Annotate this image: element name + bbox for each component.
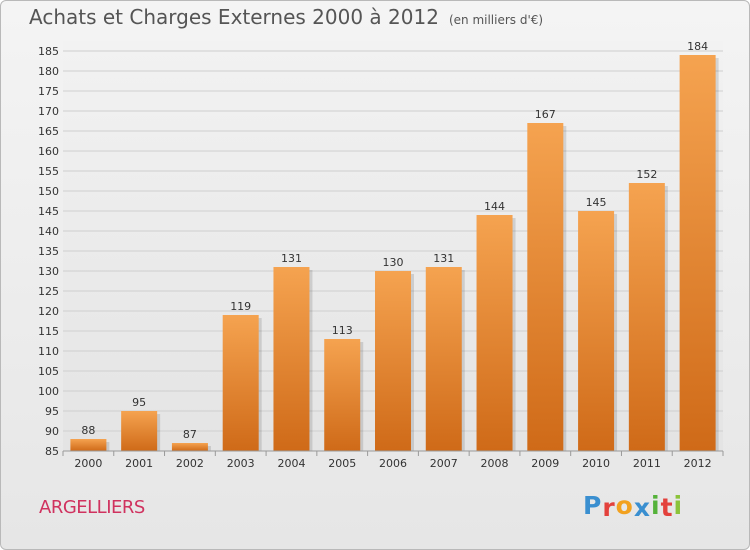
y-tick-label: 110	[38, 345, 59, 358]
y-tick-label: 135	[38, 245, 59, 258]
y-tick-label: 185	[38, 45, 59, 58]
bar-value-label: 95	[132, 396, 146, 409]
chart-title-text: Achats et Charges Externes 2000 à 2012	[29, 5, 439, 29]
bar-value-label: 113	[332, 324, 353, 337]
bar-2008	[476, 215, 513, 451]
logo-letter: t	[660, 493, 674, 522]
x-tick-label: 2006	[379, 457, 407, 470]
x-tick-label: 2012	[684, 457, 712, 470]
y-tick-label: 90	[45, 425, 59, 438]
bar-value-label: 119	[230, 300, 251, 313]
x-tick-label: 2003	[227, 457, 255, 470]
bar-2001	[121, 411, 158, 451]
logo-letter: x	[633, 493, 651, 522]
bar-value-label: 184	[687, 40, 708, 53]
bar-value-label: 144	[484, 200, 505, 213]
y-axis: 85 90 95 100 105 110 115 120 125 130 135 140 145 150 1…	[38, 45, 59, 458]
x-tick-label: 2007	[430, 457, 458, 470]
bar-2011	[628, 183, 665, 451]
x-tick-label: 2002	[176, 457, 204, 470]
chart-title: Achats et Charges Externes 2000 à 2012 (e…	[29, 5, 543, 29]
x-tick-label: 2000	[74, 457, 102, 470]
bars: 88 95 87 119 131 113 130 131 144 167 145 152 184	[70, 40, 719, 451]
logo-letter: i	[673, 491, 684, 520]
y-tick-label: 130	[38, 265, 59, 278]
bar-value-label: 87	[183, 428, 197, 441]
y-tick-label: 125	[38, 285, 59, 298]
y-tick-label: 115	[38, 325, 59, 338]
bar-value-label: 167	[535, 108, 556, 121]
x-tick-label: 2004	[277, 457, 305, 470]
x-tick-label: 2009	[531, 457, 559, 470]
bar-value-label: 152	[636, 168, 657, 181]
bar-2002	[171, 443, 208, 451]
chart-subtitle: (en milliers d'€)	[448, 13, 544, 27]
bar-value-label: 131	[433, 252, 454, 265]
logo-letter: i	[651, 491, 661, 520]
y-tick-label: 170	[38, 105, 59, 118]
bar-value-label: 130	[383, 256, 404, 269]
x-tick-label: 2010	[582, 457, 610, 470]
bar-2009	[527, 123, 564, 451]
y-tick-label: 145	[38, 205, 59, 218]
city-name: ARGELLIERS	[39, 497, 145, 518]
bar-2005	[324, 339, 361, 451]
y-tick-label: 175	[38, 85, 59, 98]
bar-value-label: 131	[281, 252, 302, 265]
logo-letter: P	[583, 491, 603, 520]
y-tick-label: 95	[45, 405, 59, 418]
bar-2012	[679, 55, 716, 451]
y-tick-label: 165	[38, 125, 59, 138]
y-tick-label: 180	[38, 65, 59, 78]
y-tick-label: 155	[38, 165, 59, 178]
x-tick-label: 2005	[328, 457, 356, 470]
y-tick-label: 105	[38, 365, 59, 378]
bar-2010	[578, 211, 615, 451]
x-axis: 2000 2001 2002 2003 2004 2005 2006 2007 2008 2009…	[62, 450, 724, 470]
y-tick-label: 100	[38, 385, 59, 398]
bar-value-label: 88	[81, 424, 95, 437]
y-tick-label: 120	[38, 305, 59, 318]
x-tick-label: 2001	[125, 457, 153, 470]
proxiti-logo: Proxiti	[583, 491, 684, 522]
y-tick-label: 85	[45, 445, 59, 458]
x-tick-label: 2011	[633, 457, 661, 470]
y-tick-label: 160	[38, 145, 59, 158]
bar-value-label: 145	[586, 196, 607, 209]
logo-letter: r	[602, 493, 616, 522]
y-tick-label: 140	[38, 225, 59, 238]
bar-2007	[425, 267, 462, 451]
bar-2006	[375, 271, 411, 451]
bar-2000	[70, 439, 107, 451]
logo-letter: o	[615, 491, 634, 520]
x-tick-label: 2008	[481, 457, 509, 470]
y-tick-label: 150	[38, 185, 59, 198]
bar-2004	[273, 267, 310, 451]
bar-2003	[222, 315, 259, 451]
